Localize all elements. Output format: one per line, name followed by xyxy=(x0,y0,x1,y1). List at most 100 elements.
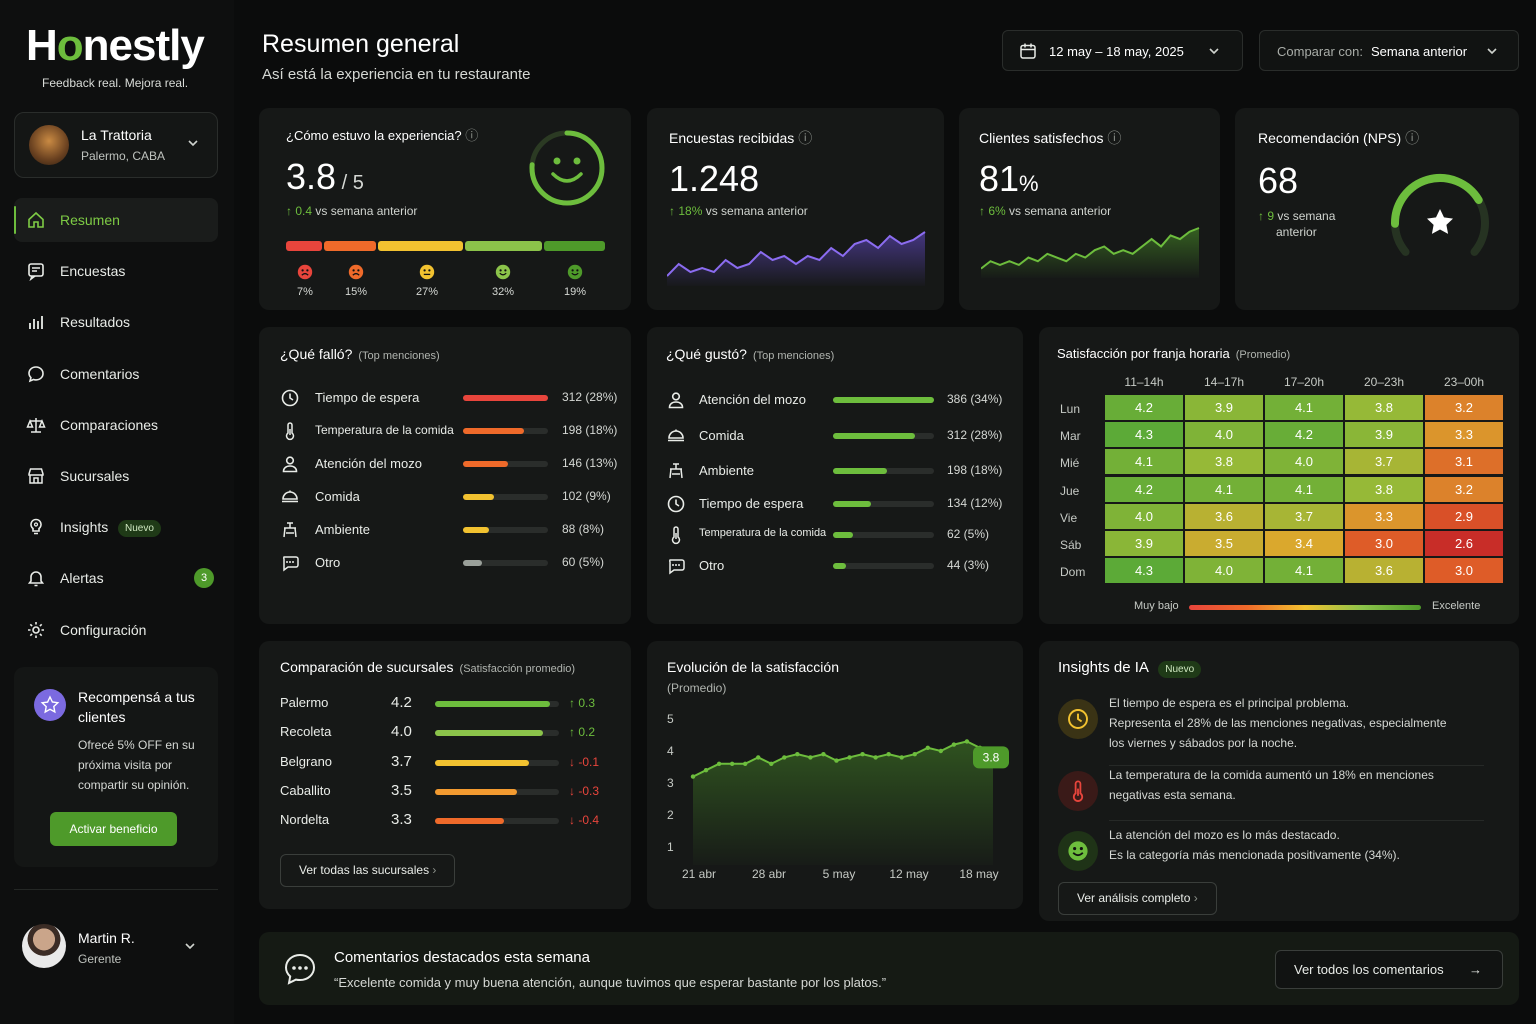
heatmap-cell[interactable]: 4.1 xyxy=(1265,476,1343,502)
chart-point xyxy=(951,742,957,747)
rating-face-icon xyxy=(567,264,583,280)
heatmap-legend-scale xyxy=(1189,605,1421,610)
brand-logo[interactable]: Honestly xyxy=(26,21,205,70)
heatmap-cell[interactable]: 3.1 xyxy=(1425,449,1503,475)
info-icon[interactable]: ⓘ xyxy=(1405,130,1420,146)
heatmap-cell[interactable]: 4.0 xyxy=(1185,422,1263,448)
view-all-branches-button[interactable]: Ver todas las sucursales › xyxy=(280,854,456,887)
sidebar-item-sucursales[interactable]: Sucursales xyxy=(14,454,218,498)
heatmap-cell[interactable]: 3.0 xyxy=(1425,558,1503,584)
heatmap-cell[interactable]: 3.6 xyxy=(1185,503,1263,529)
satisfied-sparkline xyxy=(981,227,1200,278)
heatmap-cell[interactable]: 4.1 xyxy=(1265,558,1343,584)
branch-bar xyxy=(435,701,551,707)
heatmap-cell[interactable]: 3.6 xyxy=(1345,558,1423,584)
heatmap-cell[interactable]: 3.7 xyxy=(1265,503,1343,529)
heatmap-cell[interactable]: 3.8 xyxy=(1345,476,1423,502)
x-tick-label: 21 abr xyxy=(682,867,716,881)
branch-score: 3.5 xyxy=(391,781,412,799)
branch-name: Nordelta xyxy=(280,812,330,828)
heatmap-cell[interactable]: 3.8 xyxy=(1185,449,1263,475)
heatmap-cell[interactable]: 4.2 xyxy=(1265,422,1343,448)
heatmap-cell[interactable]: 4.0 xyxy=(1265,449,1343,475)
heatmap-cell[interactable]: 4.2 xyxy=(1105,476,1183,502)
gear-icon xyxy=(26,620,46,640)
heatmap-row-header: Dom xyxy=(1060,565,1086,580)
featured-comment-quote: “Excelente comida y muy buena atención, … xyxy=(334,975,887,990)
view-full-analysis-button[interactable]: Ver análisis completo › xyxy=(1058,882,1217,915)
clock-icon xyxy=(1066,707,1090,731)
failed-bar-track xyxy=(463,494,548,500)
chevron-right-icon: › xyxy=(1193,891,1198,905)
branch-name: Recoleta xyxy=(280,724,332,740)
heatmap-cell[interactable]: 4.1 xyxy=(1185,476,1263,502)
insight-text-line: Es la categoría más mencionada positivam… xyxy=(1109,848,1400,862)
heatmap-cell[interactable]: 4.2 xyxy=(1105,395,1183,420)
last-value-label-bg xyxy=(973,746,1009,769)
activate-benefit-button[interactable]: Activar beneficio xyxy=(50,812,177,846)
heatmap-legend-low: Muy bajo xyxy=(1134,600,1179,612)
sidebar-item-comparaciones[interactable]: Comparaciones xyxy=(14,403,218,447)
liked-bar xyxy=(833,501,872,507)
sidebar-item-alertas[interactable]: Alertas 3 xyxy=(14,556,218,600)
view-all-comments-button[interactable]: Ver todos los comentarios → xyxy=(1275,950,1503,989)
compare-selector[interactable]: Comparar con: Semana anterior xyxy=(1259,30,1519,71)
failed-item-value: 102 (9%) xyxy=(562,489,611,503)
heatmap-cell[interactable]: 3.2 xyxy=(1425,395,1503,420)
info-icon[interactable]: ⓘ xyxy=(465,128,479,143)
heatmap-cell[interactable]: 3.9 xyxy=(1185,395,1263,420)
avatar xyxy=(22,924,66,968)
date-range-picker[interactable]: 12 may – 18 may, 2025 xyxy=(1002,30,1243,71)
surveys-delta: ↑ 18% vs semana anterior xyxy=(669,204,808,218)
chart-area xyxy=(693,741,993,865)
heatmap-cell[interactable]: 3.8 xyxy=(1345,395,1423,420)
person-icon xyxy=(666,390,686,410)
heatmap-cell[interactable]: 4.0 xyxy=(1185,558,1263,584)
liked-item-value: 312 (28%) xyxy=(947,428,1003,442)
heatmap-cell[interactable]: 4.0 xyxy=(1105,503,1183,529)
rating-distribution-segment xyxy=(378,241,463,251)
heatmap-cell[interactable]: 2.9 xyxy=(1425,503,1503,529)
heatmap-cell[interactable]: 3.9 xyxy=(1345,422,1423,448)
promo-title: Recompensá a tus clientes xyxy=(78,689,195,725)
thermometer-icon xyxy=(1066,779,1090,803)
chart-point xyxy=(925,745,930,750)
evolution-card: Evolución de la satisfacción (Promedio) … xyxy=(647,641,1023,909)
user-menu[interactable]: Martin R. Gerente xyxy=(14,910,218,982)
heatmap-cell[interactable]: 4.1 xyxy=(1105,449,1183,475)
heatmap-cell[interactable]: 3.5 xyxy=(1185,531,1263,556)
insight-divider xyxy=(1109,765,1484,766)
sidebar-item-encuestas[interactable]: Encuestas xyxy=(14,249,218,293)
heatmap-cell[interactable]: 3.4 xyxy=(1265,531,1343,556)
heatmap-cell[interactable]: 3.7 xyxy=(1345,449,1423,475)
sidebar-item-configuracion[interactable]: Configuración xyxy=(14,608,218,652)
heatmap-cell[interactable]: 4.1 xyxy=(1265,395,1343,420)
chart-point xyxy=(847,755,852,760)
heatmap-cell[interactable]: 3.3 xyxy=(1425,422,1503,448)
nps-gauge xyxy=(1391,174,1489,256)
heatmap-cell[interactable]: 3.3 xyxy=(1345,503,1423,529)
sidebar-item-resultados[interactable]: Resultados xyxy=(14,300,218,344)
restaurant-selector[interactable]: La Trattoria Palermo, CABA xyxy=(14,112,218,178)
chart-point xyxy=(782,755,787,760)
heatmap-cell[interactable]: 3.0 xyxy=(1345,531,1423,556)
heatmap-cell[interactable]: 2.6 xyxy=(1425,531,1503,556)
survey-icon xyxy=(26,261,46,282)
info-icon[interactable]: ⓘ xyxy=(798,130,813,146)
compare-value: Semana anterior xyxy=(1371,44,1468,59)
chair-icon xyxy=(280,520,300,540)
heatmap-cell[interactable]: 3.2 xyxy=(1425,476,1503,502)
heatmap-cell[interactable]: 4.3 xyxy=(1105,558,1183,584)
heatmap-cell[interactable]: 4.3 xyxy=(1105,422,1183,448)
sidebar-item-resumen[interactable]: Resumen xyxy=(14,198,218,242)
sidebar-item-label: Sucursales xyxy=(60,468,130,484)
sidebar-item-comentarios[interactable]: Comentarios xyxy=(14,352,218,396)
chart-point xyxy=(729,761,735,766)
info-icon[interactable]: ⓘ xyxy=(1107,130,1122,146)
failed-bar-track xyxy=(463,560,548,566)
x-tick-label: 28 abr xyxy=(752,867,786,881)
heatmap-cell[interactable]: 3.9 xyxy=(1105,531,1183,556)
sidebar-item-insights[interactable]: Insights Nuevo xyxy=(14,505,218,549)
chart-point xyxy=(703,768,709,773)
